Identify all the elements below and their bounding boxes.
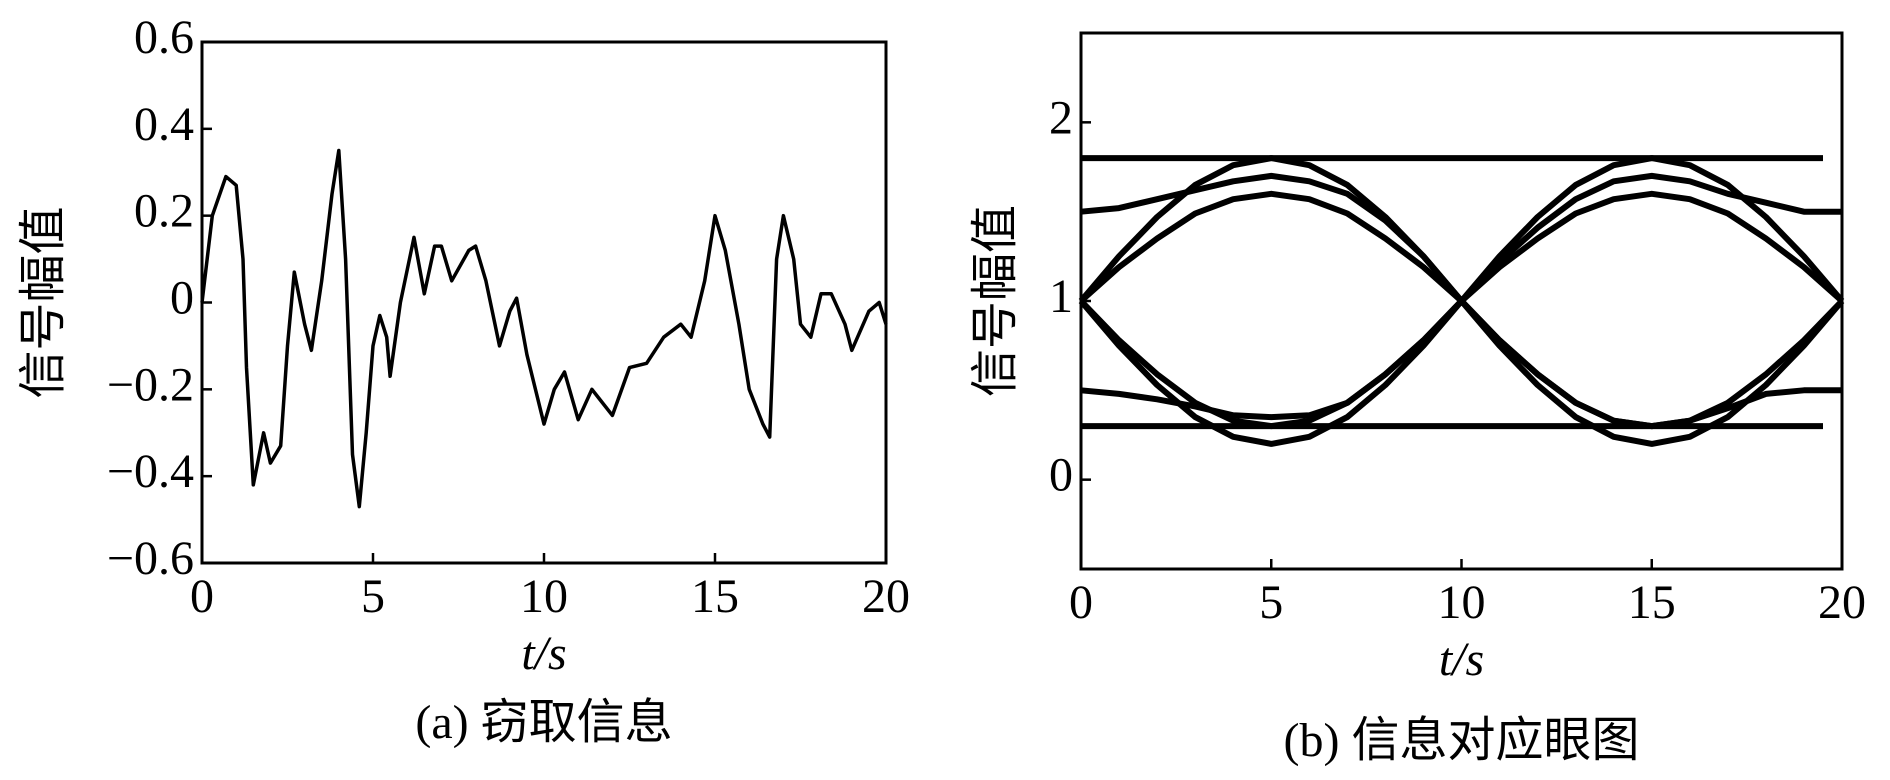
line-series [200, 148, 888, 509]
line-series [1080, 172, 1842, 421]
y-tick-label: 1 [1049, 270, 1073, 323]
x-tick-label: 5 [361, 570, 385, 623]
y-tick-label: 0 [1049, 449, 1073, 502]
y-tick-label: 0 [170, 272, 194, 325]
x-axis-label: t/s [1439, 633, 1484, 686]
x-tick-label: 20 [1818, 576, 1866, 629]
caption: (b) 信息对应眼图 [1284, 714, 1640, 767]
x-tick-label: 10 [520, 570, 568, 623]
x-tick-label: 5 [1259, 576, 1283, 629]
x-tick-label: 15 [691, 570, 739, 623]
y-tick-label: −0.6 [107, 532, 194, 585]
y-tick-label: −0.2 [107, 358, 194, 411]
y-tick-label: −0.4 [107, 445, 194, 498]
x-tick-label: 0 [1069, 576, 1093, 629]
x-axis-label: t/s [521, 627, 566, 680]
y-axis-label: 信号幅值 [17, 206, 70, 398]
x-tick-label: 10 [1438, 576, 1486, 629]
y-tick-label: 0.6 [134, 11, 194, 64]
plot-frame [200, 40, 888, 565]
x-tick-label: 0 [190, 570, 214, 623]
y-tick-label: 2 [1049, 91, 1073, 144]
x-tick-label: 20 [862, 570, 910, 623]
caption: (a) 窃取信息 [415, 696, 672, 749]
x-tick-label: 15 [1628, 576, 1676, 629]
y-tick-label: 0.2 [134, 185, 194, 238]
y-axis-label: 信号幅值 [969, 205, 1022, 397]
y-tick-label: 0.4 [134, 98, 194, 151]
line-series [1079, 190, 1844, 304]
